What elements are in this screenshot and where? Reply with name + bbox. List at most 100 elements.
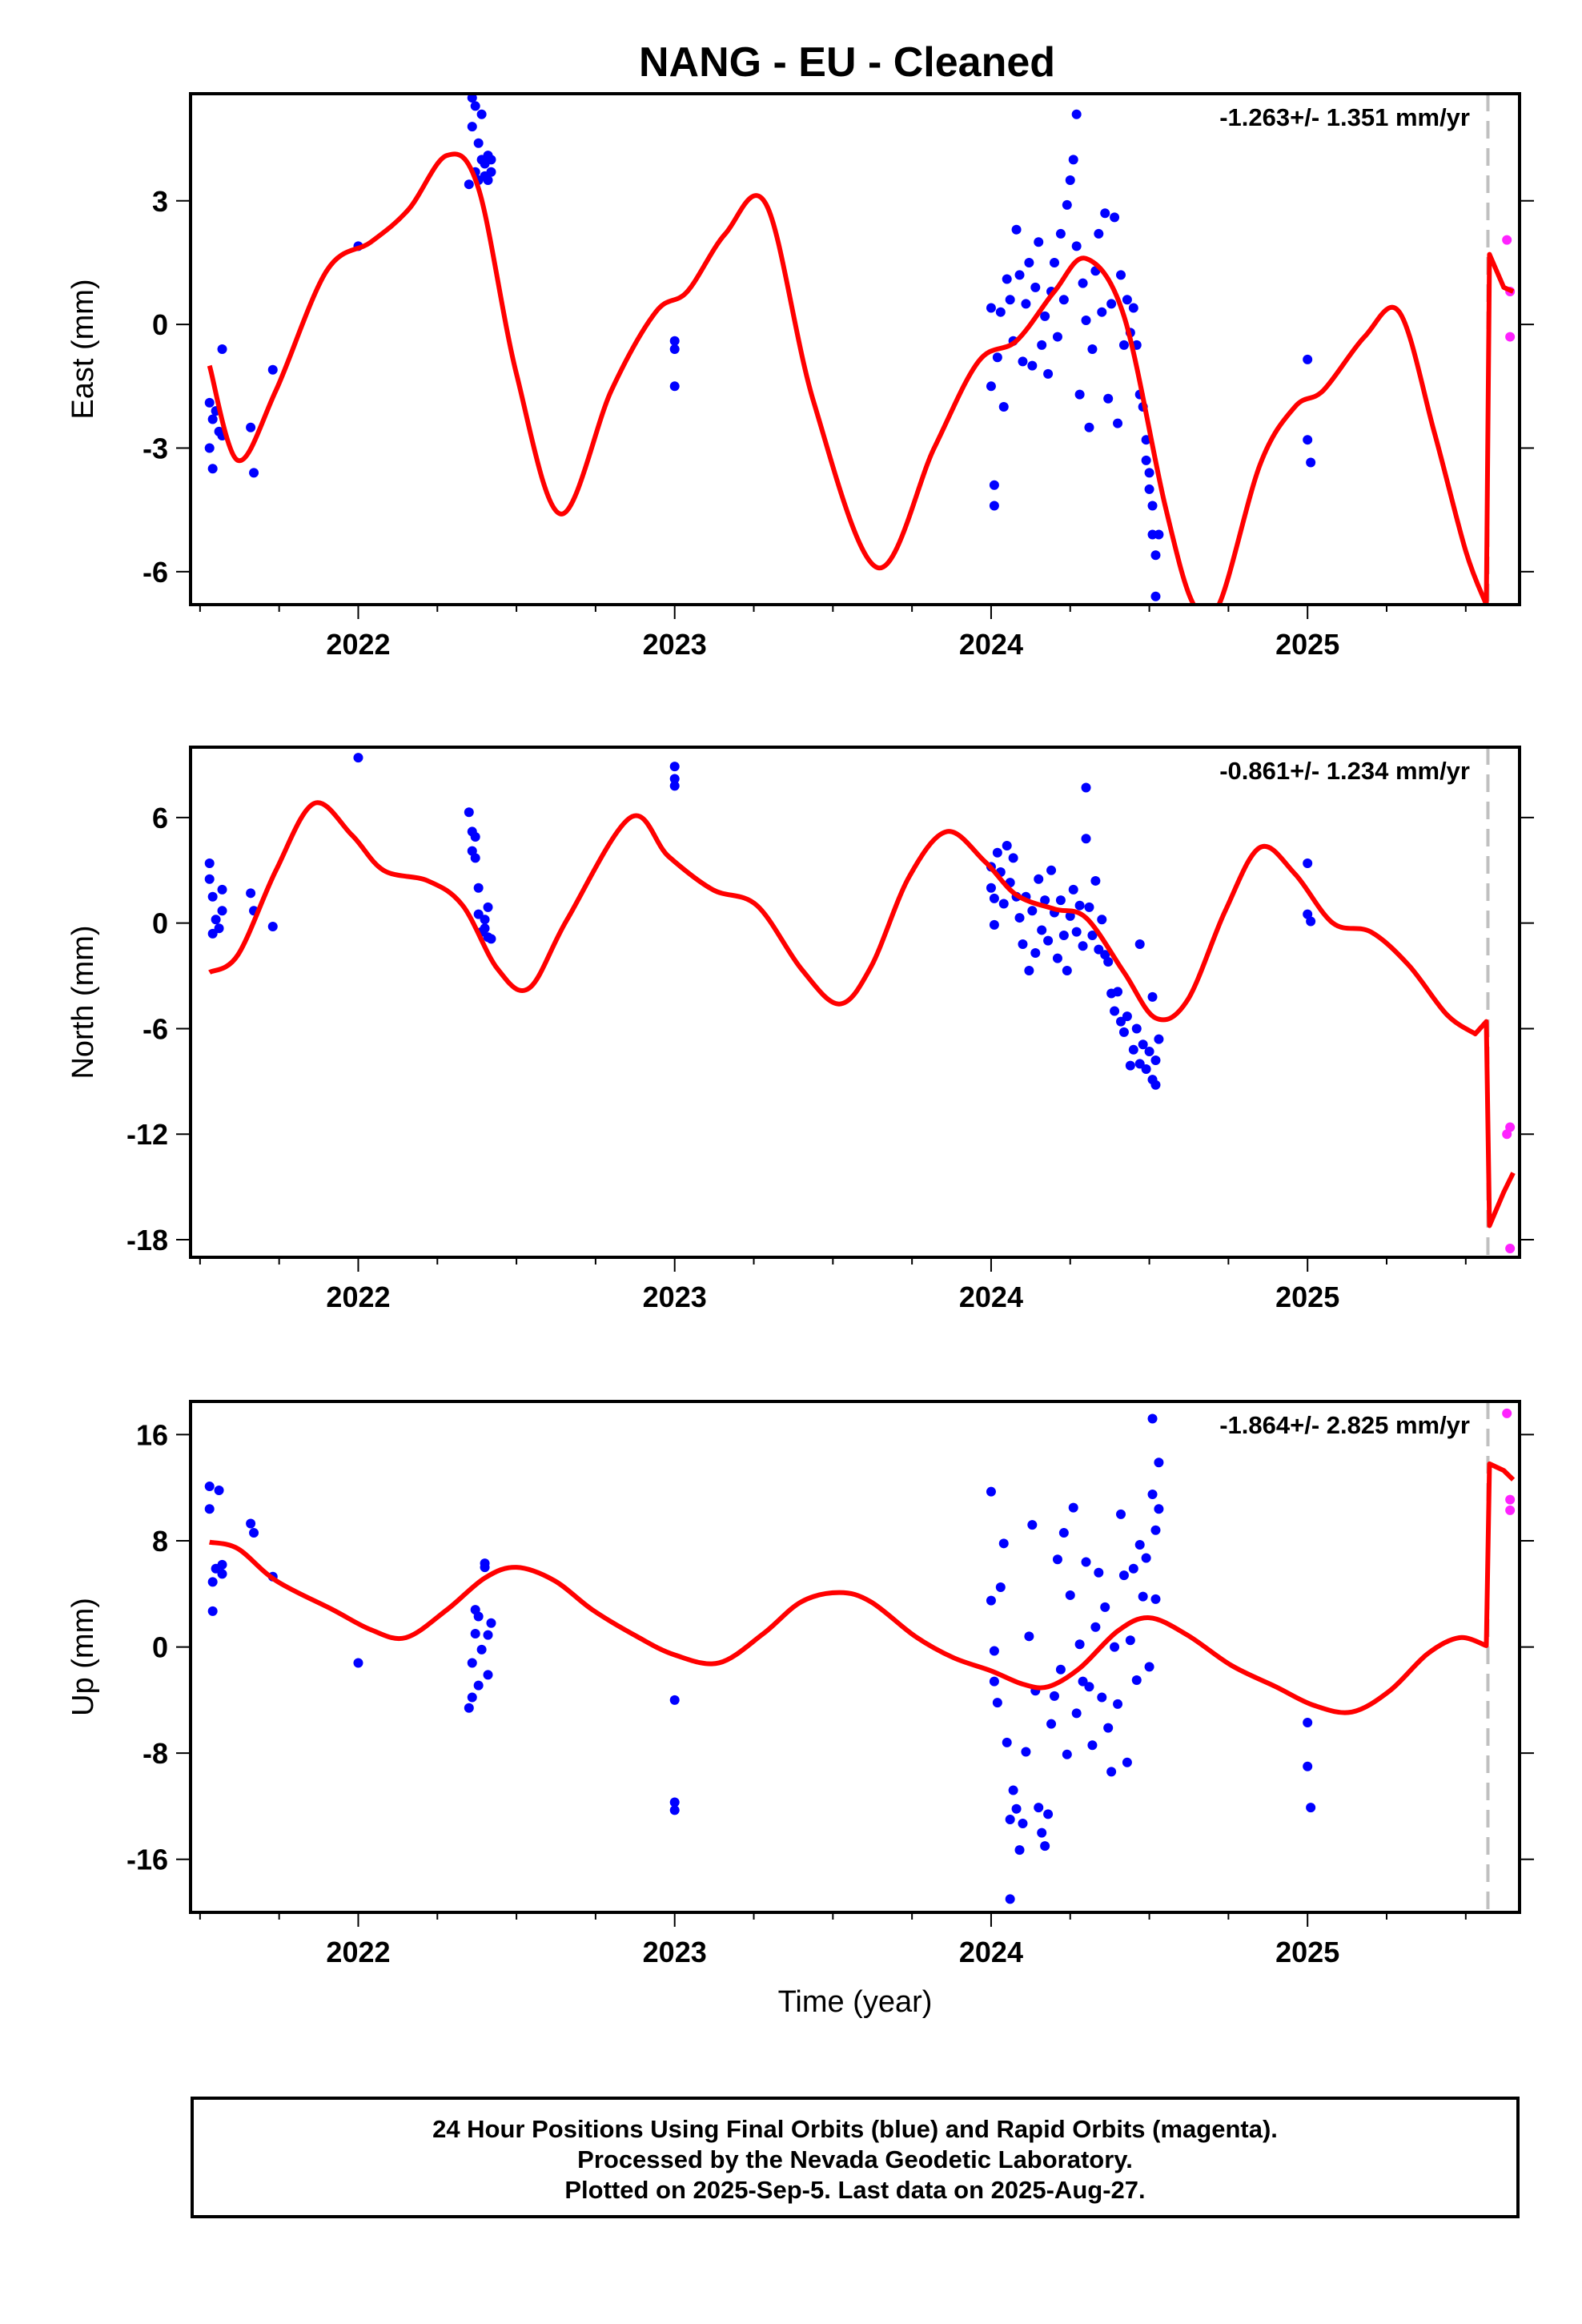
final-orbit-point: [1116, 270, 1126, 280]
final-orbit-point: [669, 774, 680, 784]
plot-frame: [189, 746, 1521, 1259]
plot-area: [204, 747, 1516, 1257]
rapid-orbit-point: [1502, 235, 1512, 245]
final-orbit-point: [1052, 953, 1062, 963]
footer-line-1: 24 Hour Positions Using Final Orbits (bl…: [432, 2115, 1278, 2143]
final-orbit-point: [217, 1559, 227, 1570]
final-orbit-point: [1122, 295, 1132, 305]
final-orbit-point: [1116, 1016, 1126, 1027]
final-orbit-point: [1084, 422, 1094, 432]
final-orbit-point: [1141, 455, 1151, 465]
final-orbit-point: [986, 303, 996, 313]
final-orbit-point: [1094, 1567, 1104, 1578]
final-orbit-point: [473, 1611, 484, 1622]
final-orbit-point: [1027, 906, 1038, 916]
final-orbit-point: [1122, 1757, 1132, 1767]
y-tick-label: 6: [152, 802, 168, 834]
panel-2: 2022 2023 2024 2025 -18 -12 -6 0 6 North (mm) -0.8…: [66, 746, 1534, 1313]
final-orbit-point: [1078, 1676, 1088, 1687]
final-orbit-point: [1131, 1675, 1142, 1685]
final-orbit-point: [1090, 1622, 1101, 1632]
final-orbit-point: [1116, 1509, 1126, 1519]
final-orbit-point: [1043, 935, 1054, 946]
final-orbit-point: [204, 1504, 215, 1514]
y-tick-label: -12: [126, 1118, 168, 1151]
final-orbit-point: [1018, 939, 1028, 950]
model-curve: [209, 1461, 1516, 1715]
final-orbit-point: [1103, 393, 1114, 404]
final-orbit-point: [1081, 315, 1091, 325]
final-orbit-point: [1030, 947, 1041, 958]
final-orbit-point: [1106, 1767, 1117, 1777]
y-axis-label: Up (mm): [66, 1598, 100, 1716]
final-orbit-point: [1062, 1749, 1072, 1759]
final-orbit-point: [1084, 902, 1094, 912]
y-tick-label: -8: [143, 1737, 168, 1770]
final-orbit-point: [1147, 1413, 1158, 1424]
final-orbit-point: [1062, 199, 1072, 210]
final-orbit-point: [1100, 208, 1110, 219]
final-orbit-point: [1150, 1594, 1161, 1604]
final-orbit-point: [1014, 913, 1025, 923]
final-orbit-point: [1134, 1539, 1145, 1550]
final-orbit-point: [1144, 484, 1154, 494]
final-orbit-point: [992, 352, 1002, 363]
final-orbit-point: [467, 1692, 477, 1703]
final-orbit-point: [1113, 1699, 1123, 1709]
final-orbit-point: [669, 1805, 680, 1815]
final-orbit-point: [1043, 1809, 1054, 1819]
final-orbit-point: [1050, 257, 1059, 267]
final-orbit-point: [1150, 1055, 1161, 1065]
final-orbit-point: [207, 464, 218, 474]
final-orbit-point: [1125, 1060, 1135, 1071]
final-orbit-point: [470, 101, 480, 111]
final-orbit-point: [1118, 340, 1129, 350]
final-orbit-point: [1097, 307, 1107, 317]
final-orbit-point: [1018, 356, 1028, 367]
final-orbit-point: [1154, 1034, 1164, 1044]
final-orbit-point: [1008, 1785, 1018, 1795]
final-orbit-point: [1303, 435, 1313, 445]
final-orbit-point: [986, 381, 996, 392]
y-tick-label: 0: [152, 907, 168, 940]
final-orbit-point: [1008, 853, 1018, 863]
y-axis-label: East (mm): [66, 279, 100, 419]
final-orbit-point: [1018, 1818, 1028, 1828]
final-orbit-point: [1021, 1747, 1031, 1757]
final-orbit-point: [1094, 228, 1104, 239]
final-orbit-point: [669, 1695, 680, 1705]
y-tick-label: -6: [143, 556, 168, 589]
final-orbit-point: [1134, 1059, 1145, 1069]
final-orbit-point: [217, 906, 227, 916]
final-orbit-point: [1052, 1554, 1062, 1565]
final-orbit-point: [1147, 991, 1158, 1002]
final-orbit-point: [207, 928, 218, 939]
final-orbit-point: [467, 1658, 477, 1668]
final-orbit-point: [669, 344, 680, 354]
final-orbit-point: [207, 1577, 218, 1587]
final-orbit-point: [1027, 360, 1038, 371]
final-orbit-point: [1090, 875, 1101, 886]
rapid-orbit-point: [1505, 1244, 1516, 1254]
rate-annotation: -0.861+/- 1.234 mm/yr: [1219, 757, 1470, 785]
final-orbit-point: [204, 874, 215, 884]
final-orbit-point: [1071, 927, 1082, 937]
plot-area: [204, 94, 1516, 605]
final-orbit-point: [1058, 1528, 1069, 1538]
rapid-orbit-point: [1505, 332, 1516, 342]
final-orbit-point: [204, 858, 215, 868]
plot-frame: [189, 92, 1521, 606]
final-orbit-point: [1138, 1591, 1148, 1602]
final-orbit-point: [1040, 1841, 1050, 1852]
final-orbit-point: [211, 915, 221, 925]
final-orbit-point: [249, 468, 259, 478]
rapid-orbit-point: [1505, 1122, 1516, 1132]
final-orbit-point: [1147, 501, 1158, 511]
final-orbit-point: [989, 1646, 999, 1656]
final-orbit-point: [1068, 1502, 1078, 1513]
final-orbit-point: [1150, 1080, 1161, 1090]
final-orbit-point: [1110, 1006, 1120, 1016]
final-orbit-point: [267, 364, 278, 375]
final-orbit-point: [989, 919, 999, 930]
